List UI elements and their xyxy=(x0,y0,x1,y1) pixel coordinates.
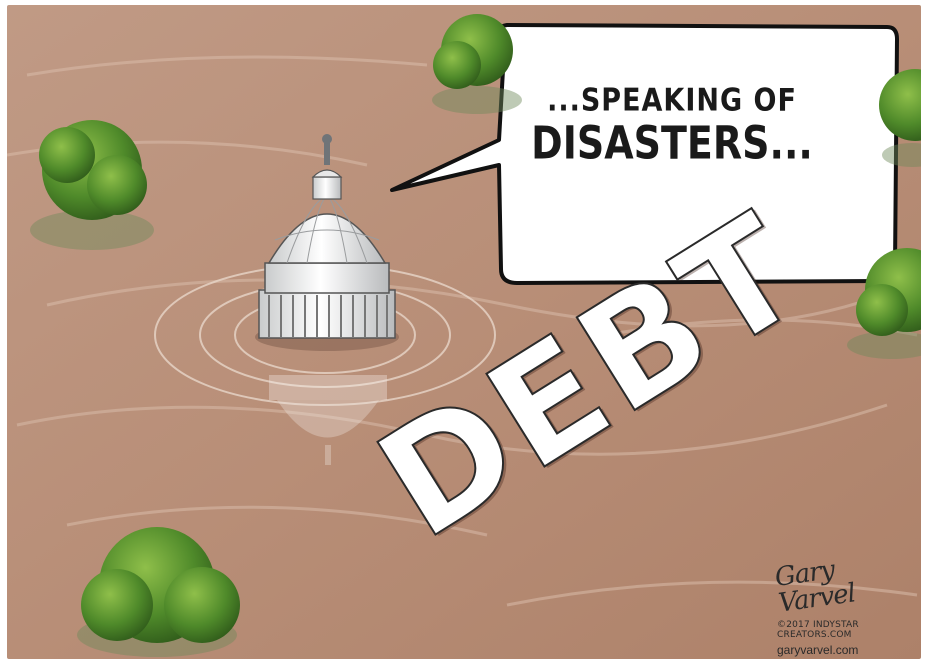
speech-line-1: ...SPEAKING OF xyxy=(547,82,797,119)
tree-right-upper xyxy=(879,69,921,167)
speech-line-2: DISASTERS... xyxy=(531,116,813,170)
artist-signature: Gary Varvel ©2017 INDYSTAR CREATORS.COM … xyxy=(773,555,887,657)
capitol-dome xyxy=(255,134,399,351)
speech-bubble-text: ...SPEAKING OF DISASTERS... xyxy=(507,82,837,166)
tree-top-center xyxy=(432,14,522,114)
tree-bottom-left xyxy=(77,527,240,657)
tree-right-lower xyxy=(847,248,921,359)
cartoon-panel: ...SPEAKING OF DISASTERS... DEBT Gary Va… xyxy=(7,5,921,659)
flood-scene xyxy=(7,5,921,659)
tree-top-left xyxy=(30,120,154,250)
signature-name: Gary Varvel xyxy=(773,555,857,619)
copyright-line-2: CREATORS.COM xyxy=(777,629,852,640)
dome-reflection xyxy=(269,375,387,465)
copyright-line-1: ©2017 INDYSTAR xyxy=(777,620,859,630)
artist-url: garyvarvel.com xyxy=(777,642,859,657)
